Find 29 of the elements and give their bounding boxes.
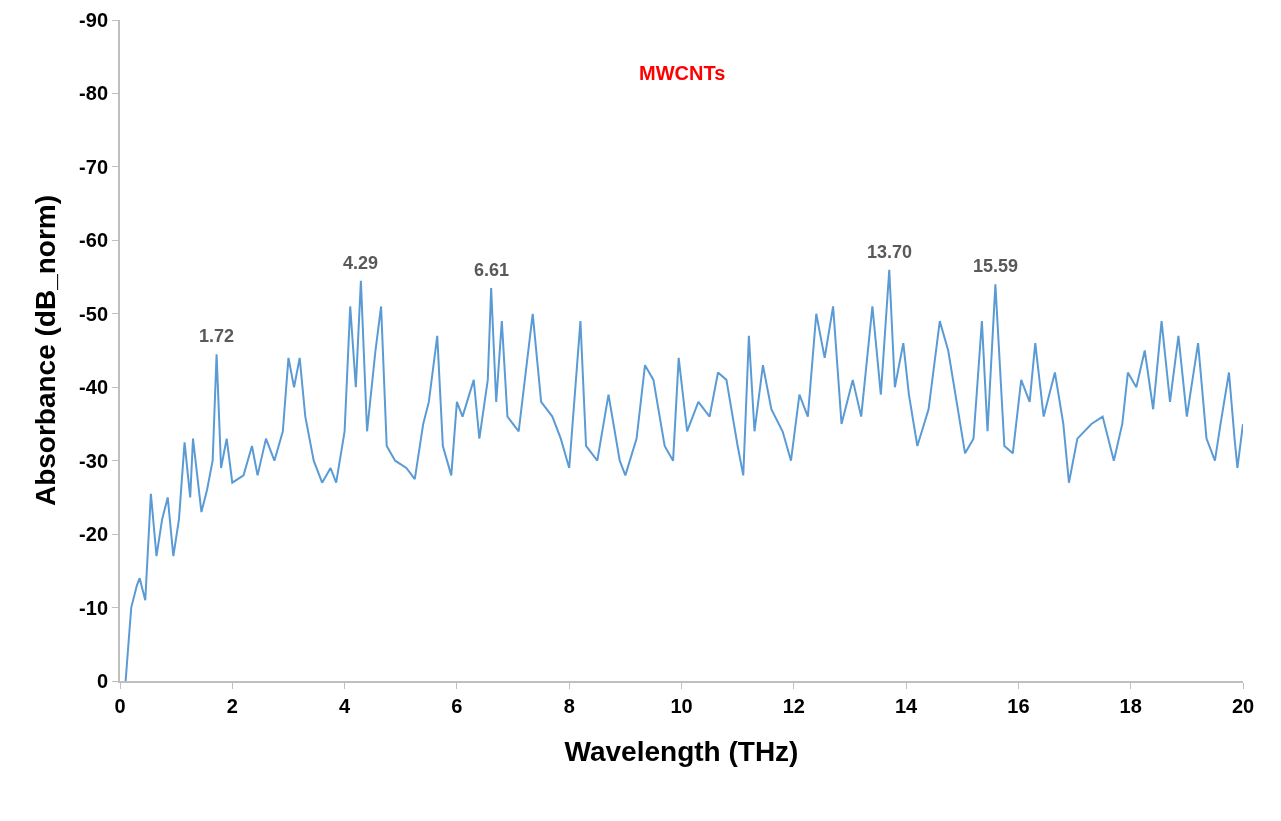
y-tick-label: 0 [96, 670, 108, 692]
y-tick-label: -80 [79, 82, 108, 105]
y-axis-title: Absorbance (dB_norm) [30, 194, 62, 507]
annotation: 15.59 [973, 256, 1019, 276]
y-tick-label: -10 [79, 596, 108, 619]
annotation: MWCNTs [639, 62, 726, 84]
y-tick-label: -50 [79, 302, 108, 325]
x-tick-label: 4 [339, 695, 352, 717]
x-tick-label: 6 [451, 695, 463, 717]
x-tick-label: 20 [1231, 695, 1255, 717]
annotation: 6.61 [474, 260, 510, 280]
x-tick-label: 8 [563, 695, 575, 717]
y-tick-label: -20 [79, 523, 108, 546]
x-tick-label: 16 [1007, 695, 1030, 717]
x-tick-label: 12 [782, 695, 805, 717]
y-tick-label: -90 [79, 9, 108, 31]
y-tick-label: -30 [79, 449, 108, 472]
y-tick-label: -70 [79, 155, 108, 178]
y-tick-label: -40 [79, 376, 108, 399]
annotation: 1.72 [199, 326, 235, 346]
y-tick-label: -60 [79, 229, 108, 252]
x-tick-label: 0 [114, 695, 126, 717]
x-tick-label: 14 [894, 695, 919, 717]
x-axis-title: Wavelength (THz) [564, 735, 799, 767]
x-tick-label: 18 [1119, 695, 1142, 717]
annotation: 4.29 [343, 253, 379, 273]
annotation: 13.70 [867, 242, 913, 262]
x-tick-label: 10 [670, 695, 693, 717]
x-tick-label: 2 [226, 695, 238, 717]
